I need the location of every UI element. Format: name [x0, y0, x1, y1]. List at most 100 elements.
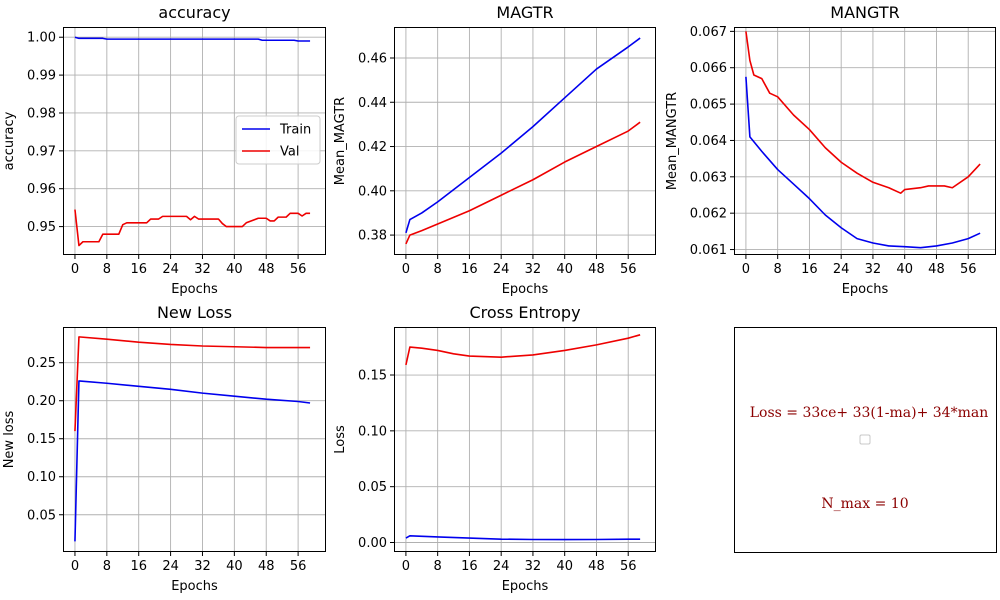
x-tick-label: 0	[402, 559, 410, 574]
x-tick-label: 48	[588, 262, 605, 277]
legend: Train Val	[235, 115, 321, 165]
x-tick-label: 48	[258, 262, 275, 277]
x-tick-label: 8	[434, 262, 442, 277]
x-tick-label: 0	[402, 262, 410, 277]
x-tick-label: 56	[960, 262, 977, 277]
y-tick-label: 0.99	[27, 69, 56, 84]
x-axis-label: Epochs	[171, 282, 218, 297]
x-tick-label: 16	[130, 559, 147, 574]
y-axis-label: Mean_MANGTR	[665, 92, 680, 190]
chart-title: New Loss	[157, 303, 232, 322]
x-tick-label: 56	[620, 559, 637, 574]
series-line-red	[405, 121, 641, 245]
series-line-blue	[74, 380, 311, 542]
x-axis-label: Epochs	[502, 282, 549, 297]
x-axis-label: Epochs	[842, 282, 889, 297]
chart-title: MANGTR	[830, 3, 899, 22]
legend-box	[235, 115, 321, 165]
x-tick-label: 24	[162, 559, 179, 574]
series-line-red	[405, 334, 641, 366]
x-axis-label: Epochs	[171, 579, 218, 594]
series-line-red	[74, 336, 311, 432]
series-line-train	[74, 36, 311, 42]
plot-frame	[734, 27, 996, 255]
x-tick-label: 48	[258, 559, 275, 574]
note-nmax: N_max = 10	[821, 496, 908, 512]
y-tick-label: 0.067	[690, 25, 727, 40]
note-legend-marker	[859, 434, 871, 445]
x-tick-label: 16	[130, 262, 147, 277]
y-tick-label: 0.20	[27, 394, 56, 409]
note-formula: Loss = 33ce+ 33(1-ma)+ 34*man	[750, 405, 988, 421]
x-tick-label: 8	[103, 559, 111, 574]
chart-title: Cross Entropy	[469, 303, 580, 322]
chart-2: 0 8 16 24 32 40 48 56 0.061 0.062 0.063 0.064 0.065 0…	[665, 3, 996, 297]
y-tick-label: 0.25	[27, 356, 56, 371]
series-line-blue	[745, 76, 981, 249]
y-tick-label: 0.40	[358, 184, 387, 199]
y-tick-label: 0.95	[27, 220, 56, 235]
x-tick-label: 56	[290, 262, 307, 277]
y-tick-label: 0.98	[27, 106, 56, 121]
y-axis-label: Mean_MAGTR	[333, 97, 348, 185]
plot-frame	[394, 327, 656, 552]
y-tick-label: 0.064	[690, 134, 727, 149]
series-line-val	[74, 209, 311, 247]
plot-frame	[394, 27, 656, 255]
y-tick-label: 0.42	[358, 140, 387, 155]
y-tick-label: 0.05	[27, 508, 56, 523]
x-tick-label: 40	[556, 262, 573, 277]
chart-title: accuracy	[158, 3, 230, 22]
x-tick-label: 8	[774, 262, 782, 277]
x-tick-label: 24	[493, 262, 510, 277]
y-tick-label: 0.38	[358, 229, 387, 244]
x-tick-label: 48	[928, 262, 945, 277]
series-line-blue	[405, 37, 641, 234]
chart-title: MAGTR	[496, 3, 553, 22]
y-tick-label: 0.44	[358, 96, 387, 111]
note-panel: Loss = 33ce+ 33(1-ma)+ 34*man N_max = 10	[734, 327, 997, 553]
y-tick-label: 1.00	[27, 31, 56, 46]
chart-3: 0 8 16 24 32 40 48 56 0.05 0.10 0.15 0.20 0.25 New Lo…	[2, 303, 326, 594]
plot-frame	[63, 27, 326, 255]
x-tick-label: 32	[194, 559, 211, 574]
x-tick-label: 32	[525, 559, 542, 574]
x-tick-label: 40	[226, 262, 243, 277]
y-tick-label: 0.10	[27, 470, 56, 485]
y-tick-label: 0.15	[358, 369, 387, 384]
y-tick-label: 0.061	[690, 243, 727, 258]
x-tick-label: 8	[103, 262, 111, 277]
x-tick-label: 32	[194, 262, 211, 277]
x-axis-label: Epochs	[502, 579, 549, 594]
x-tick-label: 0	[71, 262, 79, 277]
y-tick-label: 0.15	[27, 432, 56, 447]
x-tick-label: 32	[525, 262, 542, 277]
note-panel-frame	[734, 327, 997, 553]
y-tick-label: 0.063	[690, 170, 727, 185]
y-axis-label: accuracy	[2, 111, 17, 170]
x-tick-label: 0	[71, 559, 79, 574]
x-tick-label: 16	[461, 559, 478, 574]
x-tick-label: 24	[833, 262, 850, 277]
y-axis-label: Loss	[333, 425, 348, 454]
x-tick-label: 16	[801, 262, 818, 277]
y-tick-label: 0.96	[27, 182, 56, 197]
x-tick-label: 56	[620, 262, 637, 277]
y-tick-label: 0.065	[690, 98, 727, 113]
x-tick-label: 32	[865, 262, 882, 277]
chart-0: 0 8 16 24 32 40 48 56 0.95 0.96 0.97 0.98 0.99 1.00 ac…	[2, 3, 326, 297]
legend-label-val: Val	[280, 145, 299, 160]
x-tick-label: 40	[896, 262, 913, 277]
series-line-red	[745, 31, 981, 194]
y-axis-label: New loss	[2, 410, 17, 468]
x-tick-label: 40	[556, 559, 573, 574]
y-tick-label: 0.062	[690, 207, 727, 222]
x-tick-label: 8	[434, 559, 442, 574]
y-tick-label: 0.97	[27, 144, 56, 159]
x-tick-label: 24	[162, 262, 179, 277]
x-tick-label: 24	[493, 559, 510, 574]
x-tick-label: 16	[461, 262, 478, 277]
x-tick-label: 0	[742, 262, 750, 277]
x-tick-label: 48	[588, 559, 605, 574]
